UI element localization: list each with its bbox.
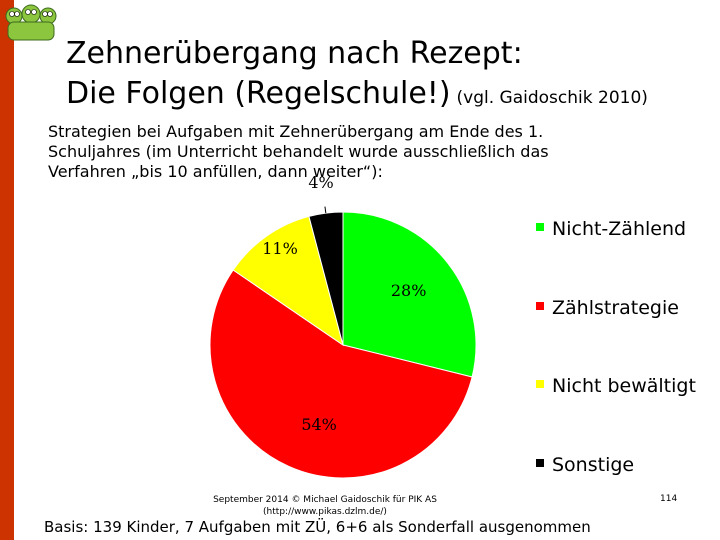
legend-item-1: Zählstrategie bbox=[536, 297, 679, 319]
title-citation: (vgl. Gaidoschik 2010) bbox=[456, 88, 648, 108]
pie-slice-1 bbox=[209, 269, 473, 479]
legend-swatch bbox=[536, 458, 544, 467]
legend-swatch bbox=[536, 379, 544, 388]
slide-title: Zehnerübergang nach Rezept: Die Folgen (… bbox=[66, 34, 648, 118]
legend-label: Nicht-Zählend bbox=[552, 218, 687, 240]
intro-text: Strategien bei Aufgaben mit Zehnerüberga… bbox=[48, 122, 688, 182]
legend-item-2: Nicht bewältigt bbox=[536, 375, 696, 397]
pie-label-2: 11% bbox=[262, 239, 298, 258]
basis-note: Basis: 139 Kinder, 7 Aufgaben mit ZÜ, 6+… bbox=[44, 518, 591, 536]
pie-label-1: 54% bbox=[301, 415, 337, 434]
legend-swatch bbox=[536, 301, 544, 310]
legend-label: Zählstrategie bbox=[552, 297, 679, 319]
pie-label-0: 28% bbox=[391, 281, 427, 300]
footer-credit-line-1: September 2014 © Michael Gaidoschik für … bbox=[213, 495, 437, 505]
intro-line-1: Strategien bei Aufgaben mit Zehnerüberga… bbox=[48, 122, 544, 141]
intro-line-2: Schuljahres (im Unterricht behandelt wur… bbox=[48, 142, 549, 161]
legend-label: Sonstige bbox=[552, 454, 635, 476]
pie-leader-line bbox=[324, 206, 327, 214]
pie-label-3: 4% bbox=[308, 173, 333, 192]
page-number: 114 bbox=[660, 494, 678, 504]
title-line-2: Die Folgen (Regelschule!) bbox=[66, 76, 451, 111]
title-line-1: Zehnerübergang nach Rezept: bbox=[66, 36, 523, 71]
legend-swatch bbox=[536, 222, 544, 231]
legend-item-3: Sonstige bbox=[536, 454, 634, 476]
footer-credit: September 2014 © Michael Gaidoschik für … bbox=[200, 494, 450, 518]
legend-label: Nicht bewältigt bbox=[552, 375, 696, 397]
pie-slice-2 bbox=[232, 215, 344, 347]
legend-item-0: Nicht-Zählend bbox=[536, 218, 686, 240]
footer-credit-line-2: (http://www.pikas.dzlm.de/) bbox=[263, 507, 387, 517]
intro-line-3: Verfahren „bis 10 anfüllen, dann weiter“… bbox=[48, 162, 383, 181]
accent-bar bbox=[0, 0, 14, 540]
frog-logo bbox=[5, 4, 57, 41]
pie-slice-0 bbox=[342, 211, 477, 378]
